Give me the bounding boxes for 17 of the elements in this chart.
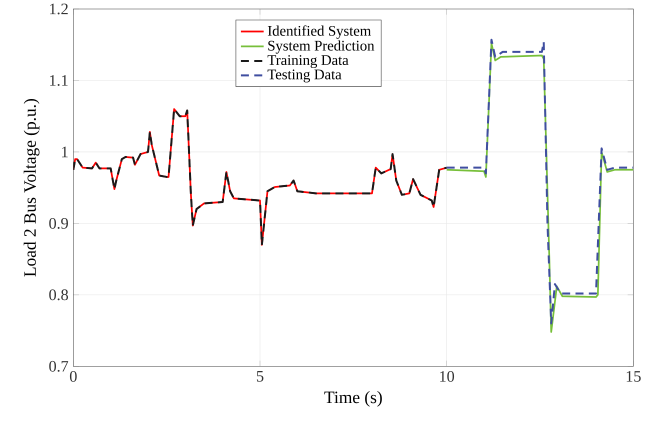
line-series: [73, 108, 448, 246]
x-tick-label: 10: [440, 371, 454, 382]
legend-label: Identified System: [268, 25, 371, 39]
legend-label: Training Data: [268, 55, 348, 68]
x-tick-label: 0: [70, 371, 77, 382]
y-tick-label: 0.9: [49, 218, 68, 229]
y-tick-label: 1.2: [50, 4, 68, 14]
y-tick-label: 1: [62, 146, 68, 158]
y-tick-label: 0.8: [49, 289, 68, 300]
x-tick-label: 15: [626, 371, 641, 382]
y-tick-label: 0.7: [49, 360, 68, 372]
x-tick-label: 5: [256, 371, 264, 382]
legend-label: System Prediction: [268, 40, 374, 54]
y-axis-title: Load 2 Bus Voltage (p.u.): [24, 99, 40, 277]
x-axis-title: Time (s): [324, 391, 382, 407]
y-tick-label: 1.1: [50, 75, 68, 86]
legend-label: Testing Data: [268, 70, 342, 82]
